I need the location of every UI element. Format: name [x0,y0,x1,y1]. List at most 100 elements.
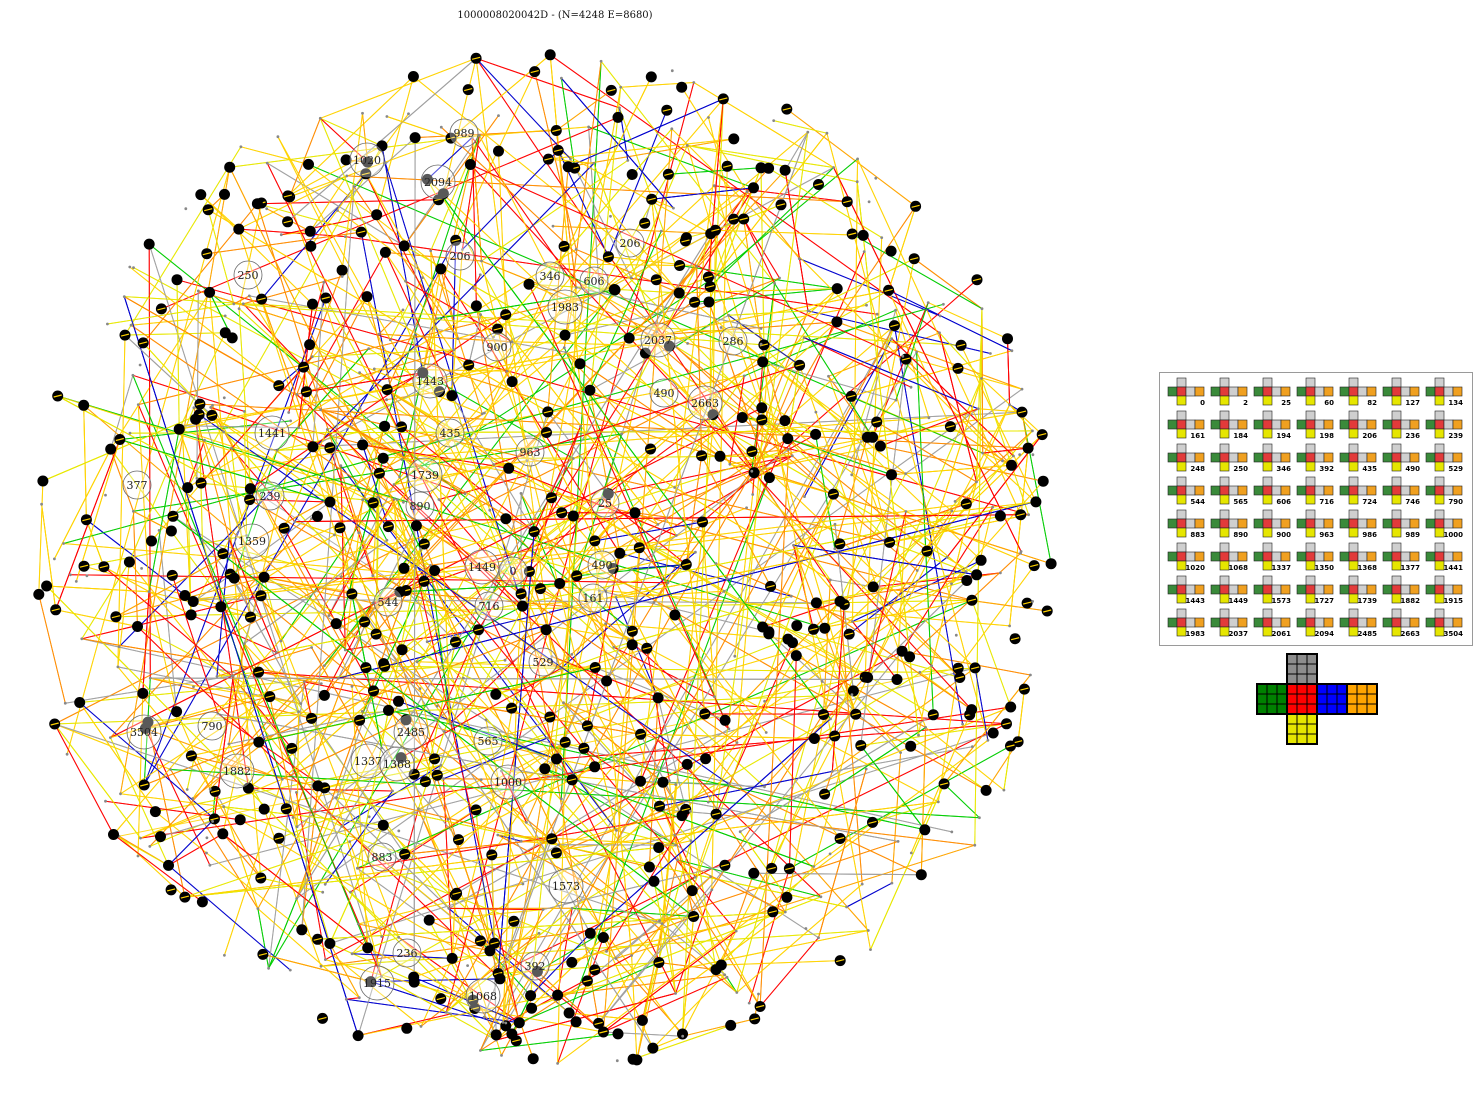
graph-edge [150,677,898,680]
mini-cube-face [1391,542,1402,553]
mini-cube-icon [1253,410,1291,439]
graph-edge [181,425,192,615]
graph-node [437,188,449,200]
graph-node-mark [50,722,59,726]
graph-point [899,751,902,754]
labeled-node-text: 490 [592,559,613,572]
mini-cube-face [1314,419,1325,430]
graph-point [562,346,566,350]
graph-edge [965,404,1011,505]
graph-edge [86,519,194,602]
graph-edge [589,314,729,391]
graph-edge [117,666,192,757]
graph-point [674,534,678,537]
mini-cube-face [1194,584,1205,595]
mini-cube-face [1348,584,1359,595]
graph-point [991,505,994,509]
mini-cube-face [1228,386,1239,397]
graph-edge [243,411,248,536]
legend-cell: 435 [1336,443,1379,474]
graph-node-mark [559,244,569,248]
mini-cube-face [1219,608,1230,619]
graph-point [1031,600,1034,603]
graph-edge [457,292,600,340]
graph-point [380,975,383,978]
graph-node-mark [690,300,699,304]
graph-point [388,338,392,342]
graph-node-mark [642,646,651,650]
graph-edge [198,290,1052,565]
mini-cube-face [1271,386,1282,397]
labeled-node-ring [373,587,403,617]
mini-cube-face [1348,428,1359,439]
graph-title: 1000008020042D - (N=4248 E=8680) [457,10,653,21]
mini-cube-face [1185,386,1196,397]
graph-edge [528,283,680,294]
graph-edge [404,758,557,855]
mini-cube-face [1262,452,1273,463]
legend-cell-label: 1377 [1400,564,1420,572]
graph-node-mark [187,754,196,758]
graph-edge [396,499,421,550]
mini-cube-face [1434,443,1445,454]
graph-point [579,424,582,428]
graph-node [677,1028,688,1040]
graph-edge [860,723,1007,746]
graph-edge [312,282,325,447]
graph-node [470,300,482,312]
graph-edge [351,593,684,1037]
graph-point [480,259,483,263]
graph-edge [839,601,863,885]
graph-point [670,69,674,73]
legend-cell: 392 [1293,443,1336,474]
mini-cube-face [1391,443,1402,454]
graph-node [574,358,586,370]
mini-cube-face [1434,509,1445,520]
legend-cell: 565 [1207,476,1250,507]
graph-edge [640,733,815,739]
graph-node [602,488,614,500]
graph-point [479,778,483,781]
graph-edge [602,414,714,498]
mini-cube-face [1314,386,1325,397]
mini-cube-face [1382,617,1393,628]
mini-cube-face [1280,551,1291,562]
labeled-node-text: 1983 [551,301,579,314]
graph-edge [569,158,632,279]
labeled-node-ring [590,488,620,518]
graph-edge [925,727,1005,791]
graph-edge [682,98,724,1035]
mini-cube-face [1262,575,1273,586]
legend-cell: 900 [1250,509,1293,540]
graph-point [792,543,795,547]
graph-node [234,814,246,826]
graph-edge [124,296,987,791]
mini-cube-icon [1167,509,1205,538]
graph-point [132,509,135,513]
graph-point [463,492,467,496]
graph-edge [357,599,973,869]
mini-cube-face [1391,386,1402,397]
labeled-node-ring [359,965,395,1001]
cube-face [1256,683,1288,715]
graph-edge [172,515,694,917]
graph-point [918,670,922,674]
mini-cube-face [1391,509,1402,520]
labeled-node-ring [515,437,545,467]
graph-edge [277,136,596,768]
mini-cube-face [1219,443,1230,454]
graph-edge [784,325,895,421]
legend-cell: 2094 [1293,608,1336,639]
graph-point [106,322,109,326]
graph-point [227,742,231,746]
legend-cell: 1337 [1250,542,1293,573]
graph-edge [263,808,322,967]
graph-edge [262,953,371,983]
graph-point [901,354,905,358]
graph-point [414,566,417,569]
graph-edge [413,932,540,978]
graph-node [421,173,433,185]
graph-edge [762,361,871,950]
graph-edge [210,407,346,651]
legend-cell-label: 746 [1405,498,1420,506]
